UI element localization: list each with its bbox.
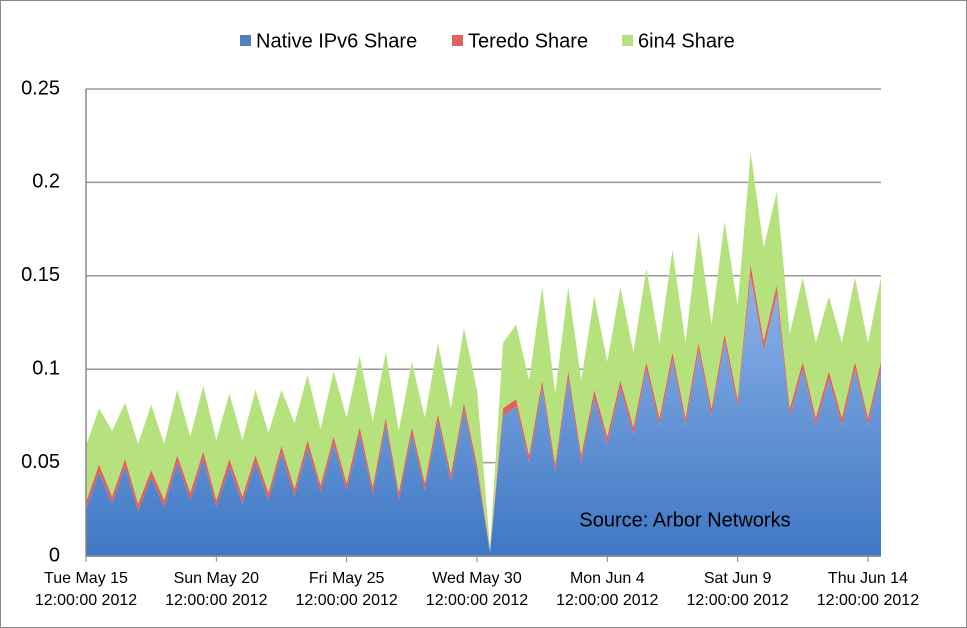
y-tick-label: 0.1 [32,357,60,379]
y-tick-label: 0.15 [21,264,60,286]
legend-swatch [622,35,633,46]
x-tick-label: Tue May 15 12:00:00 2012 [34,570,138,609]
x-tick-label: Sun May 20 12:00:00 2012 [165,570,268,609]
legend-label: Teredo Share [468,30,588,52]
y-tick-label: 0.25 [21,77,60,99]
legend-label: Native IPv6 Share [256,30,417,52]
x-tick-label: Thu Jun 14 12:00:00 2012 [816,570,920,609]
legend-swatch [240,35,251,46]
y-tick-label: 0.05 [21,451,60,473]
annotation: Source: Arbor Networks [579,509,790,531]
area [86,275,881,556]
x-tick-label: Sat Jun 9 12:00:00 2012 [686,570,789,609]
x-tick-label: Wed May 30 12:00:00 2012 [425,570,529,609]
area [86,152,881,551]
y-tick-label: 0 [49,544,60,566]
legend-label: 6in4 Share [638,30,735,52]
legend-swatch [452,35,463,46]
x-tick-label: Fri May 25 12:00:00 2012 [295,570,398,609]
x-tick-label: Mon Jun 4 12:00:00 2012 [556,570,659,609]
y-tick-label: 0.2 [32,171,60,193]
